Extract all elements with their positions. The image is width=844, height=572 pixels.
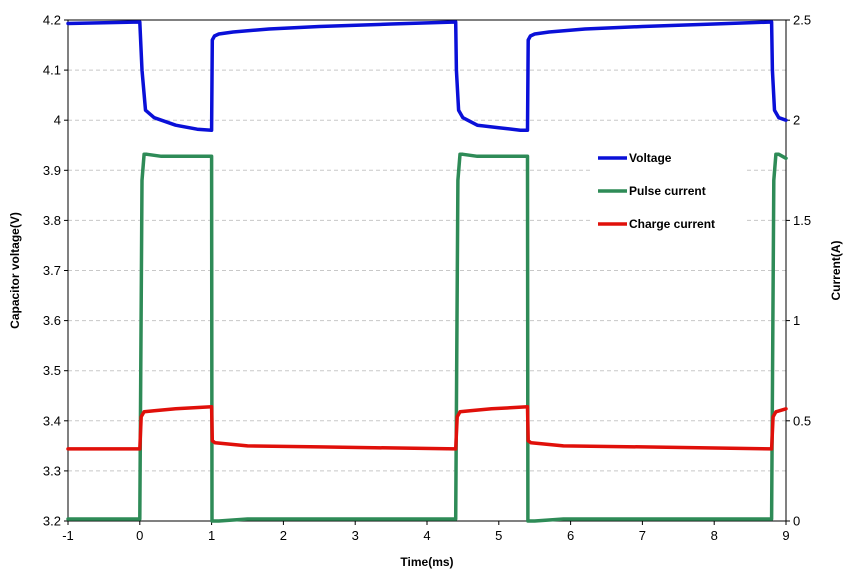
y-left-tick-label: 3.7 bbox=[43, 263, 61, 278]
y-left-tick-label: 3.4 bbox=[43, 413, 61, 428]
y-right-tick-label: 1 bbox=[793, 313, 800, 328]
x-tick-label: 2 bbox=[280, 528, 287, 543]
y-right-tick-label: 0.5 bbox=[793, 413, 811, 428]
x-tick-label: 8 bbox=[711, 528, 718, 543]
y-left-tick-label: 3.6 bbox=[43, 313, 61, 328]
legend-label-pulse-current: Pulse current bbox=[629, 184, 706, 198]
y-axis-right-label: Current(A) bbox=[829, 241, 843, 301]
x-tick-label: 6 bbox=[567, 528, 574, 543]
y-left-tick-label: 3.8 bbox=[43, 213, 61, 228]
y-right-tick-label: 0 bbox=[793, 514, 800, 529]
x-tick-label: 7 bbox=[639, 528, 646, 543]
y-left-tick-label: 4.1 bbox=[43, 63, 61, 78]
x-tick-label: 4 bbox=[423, 528, 430, 543]
y-left-tick-label: 3.3 bbox=[43, 463, 61, 478]
legend-label-charge-current: Charge current bbox=[629, 217, 715, 231]
series-line-pulse-current bbox=[66, 152, 788, 523]
x-tick-label: 5 bbox=[495, 528, 502, 543]
series-line-voltage bbox=[66, 20, 788, 132]
legend-label-voltage: Voltage bbox=[629, 151, 672, 165]
x-tick-label: 1 bbox=[208, 528, 215, 543]
x-tick-label: 0 bbox=[136, 528, 143, 543]
series-lines bbox=[66, 20, 788, 523]
x-tick-label: 9 bbox=[782, 528, 789, 543]
y-right-tick-label: 2.5 bbox=[793, 13, 811, 28]
y-left-tick-label: 3.9 bbox=[43, 163, 61, 178]
x-tick-label: -1 bbox=[62, 528, 74, 543]
x-tick-label: 3 bbox=[352, 528, 359, 543]
y-left-tick-label: 3.5 bbox=[43, 363, 61, 378]
y-right-tick-label: 2 bbox=[793, 113, 800, 128]
y-left-tick-label: 4.2 bbox=[43, 13, 61, 28]
axis-ticks: 3.2 3.3 3.4 3.5 3.6 3.7 3.8 3.9 4 4.1 4.2 0 0.5 1 1.5 2… bbox=[43, 13, 811, 544]
y-right-tick-label: 1.5 bbox=[793, 213, 811, 228]
y-left-tick-label: 3.2 bbox=[43, 514, 61, 529]
series-line-charge-current bbox=[66, 405, 788, 451]
y-left-tick-label: 4 bbox=[54, 113, 61, 128]
x-axis-label: Time(ms) bbox=[400, 555, 453, 569]
legend: Voltage Pulse current Charge current bbox=[592, 143, 744, 243]
y-axis-left-label: Capacitor voltage(V) bbox=[8, 212, 22, 329]
